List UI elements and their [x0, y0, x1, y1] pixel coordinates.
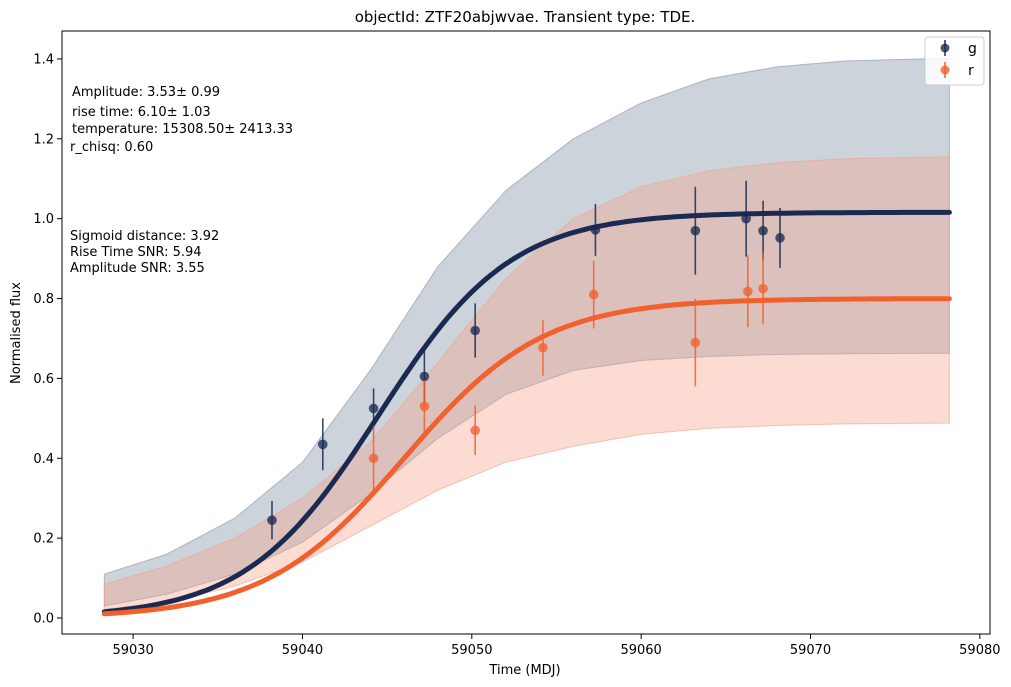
x-tick-label: 59070 — [790, 643, 831, 658]
data-point-r-1 — [419, 401, 430, 412]
annotation-rise-time: rise time: 6.10± 1.03 — [72, 105, 211, 120]
y-tick-label: 0.4 — [33, 452, 54, 467]
data-point-g-7 — [741, 213, 751, 224]
confidence-band-r — [103, 156, 950, 610]
plot-area — [101, 57, 952, 617]
x-axis-label: Time (MDJ) — [488, 663, 560, 678]
legend-marker-g — [940, 43, 950, 53]
y-tick-label: 0.8 — [33, 292, 54, 307]
x-tick-label: 59050 — [451, 643, 492, 658]
annotation-rise-time-snr: Rise Time SNR: 5.94 — [70, 245, 202, 260]
legend-label-r: r — [968, 63, 974, 79]
data-point-r-7 — [758, 283, 768, 294]
y-tick-label: 0.2 — [33, 532, 54, 547]
data-point-g-8 — [758, 225, 768, 236]
data-point-g-5 — [590, 225, 601, 235]
y-tick-label: 1.4 — [33, 52, 54, 67]
data-point-r-4 — [588, 289, 599, 300]
annotation-box: Amplitude: 3.53± 0.99 rise time: 6.10± 1… — [70, 85, 293, 276]
data-point-r-6 — [743, 286, 753, 297]
data-point-g-4 — [470, 325, 480, 336]
data-point-g-2 — [368, 403, 379, 414]
data-point-g-3 — [419, 371, 430, 382]
legend-entry-g: g — [940, 40, 977, 57]
data-point-g-1 — [317, 439, 328, 450]
data-point-r-5 — [690, 337, 701, 348]
data-point-g-6 — [690, 225, 701, 236]
x-axis: 59030 59040 59050 59060 59070 59080 — [112, 634, 1001, 658]
data-point-r-2 — [470, 425, 480, 436]
legend-label-g: g — [968, 41, 977, 57]
annotation-amplitude: Amplitude: 3.53± 0.99 — [72, 85, 220, 100]
data-point-g-0 — [267, 515, 277, 525]
data-point-r-3 — [538, 342, 548, 353]
x-tick-label: 59040 — [282, 643, 323, 658]
legend-frame — [924, 36, 985, 86]
x-tick-label: 59060 — [620, 643, 661, 658]
fit-curve-g — [101, 209, 952, 615]
y-tick-label: 1.0 — [33, 212, 54, 227]
y-tick-label: 0.6 — [33, 372, 54, 387]
annotation-r-chisq: r_chisq: 0.60 — [70, 140, 153, 155]
annotation-temperature: temperature: 15308.50± 2413.33 — [72, 122, 293, 137]
x-tick-label: 59080 — [959, 643, 1000, 658]
legend: g r — [924, 36, 985, 86]
axes-frame — [61, 30, 991, 635]
legend-marker-r — [940, 65, 950, 75]
y-tick-label: 1.2 — [33, 132, 54, 147]
data-point-r-0 — [368, 453, 379, 464]
annotation-sigmoid-distance: Sigmoid distance: 3.92 — [70, 229, 219, 244]
data-point-g-9 — [775, 233, 785, 243]
y-tick-label: 0.0 — [33, 612, 54, 627]
chart-title: objectId: ZTF20abjwvae. Transient type: … — [355, 8, 696, 26]
x-tick-label: 59030 — [112, 643, 153, 658]
legend-entry-r: r — [940, 62, 974, 79]
fit-curve-r — [101, 296, 952, 617]
y-axis-label: Normalised flux — [9, 282, 24, 384]
y-axis: 0.0 0.2 0.4 0.6 0.8 1.0 1.2 1.4 — [33, 52, 62, 627]
annotation-amplitude-snr: Amplitude SNR: 3.55 — [70, 261, 205, 276]
